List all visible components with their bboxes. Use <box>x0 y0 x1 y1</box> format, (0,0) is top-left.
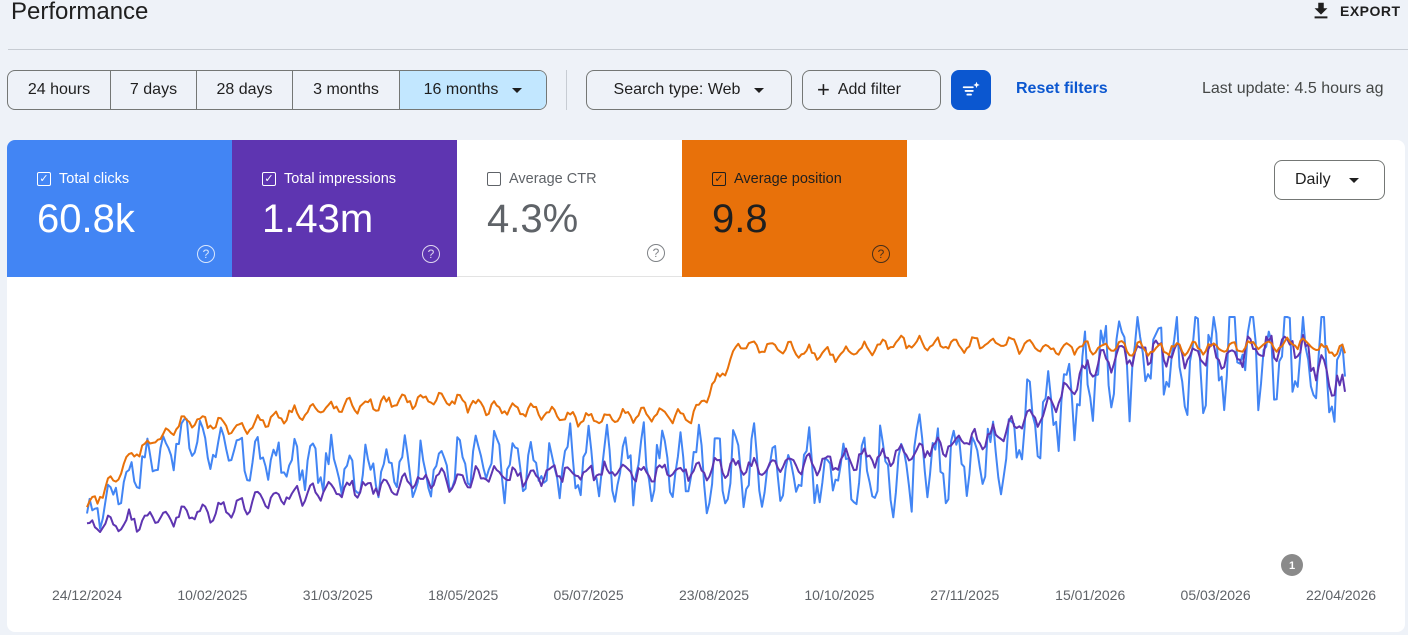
download-icon <box>1314 2 1328 19</box>
reset-filters-link[interactable]: Reset filters <box>1016 80 1108 97</box>
caret-down-icon <box>754 87 765 93</box>
plus-icon: + <box>817 77 830 102</box>
x-tick-label: 10/10/2025 <box>804 587 874 603</box>
checkbox-checked-icon[interactable]: ✓ <box>712 172 726 186</box>
last-update-text: Last update: 4.5 hours ag <box>1202 80 1384 97</box>
series-line-total-impressions <box>86 334 1346 533</box>
x-tick-label: 15/01/2026 <box>1055 587 1125 603</box>
add-filter-button[interactable]: + Add filter <box>802 70 941 110</box>
filter-ai-button[interactable] <box>951 70 991 110</box>
search-type-dropdown[interactable]: Search type: Web <box>586 70 792 110</box>
x-tick-label: 10/02/2025 <box>177 587 247 603</box>
annotation-label: 1 <box>1289 560 1295 572</box>
x-tick-label: 27/11/2025 <box>930 587 999 603</box>
toolbar-separator <box>566 70 567 110</box>
metric-value: 60.8k <box>37 197 135 241</box>
page-title: Performance <box>11 0 149 25</box>
metric-average-position[interactable]: ✓ Average position 9.8 ? <box>682 140 907 277</box>
range-28-days[interactable]: 28 days <box>197 71 293 109</box>
date-range-group: 24 hours 7 days 28 days 3 months 16 mont… <box>7 70 547 110</box>
metric-value: 4.3% <box>487 197 579 241</box>
range-7-days[interactable]: 7 days <box>111 71 197 109</box>
x-tick-label: 05/07/2025 <box>554 587 624 603</box>
metric-total-clicks[interactable]: ✓ Total clicks 60.8k ? <box>7 140 232 277</box>
export-button[interactable]: EXPORT <box>1310 0 1401 22</box>
help-icon[interactable]: ? <box>422 245 440 263</box>
annotation-marker[interactable] <box>1281 554 1303 576</box>
metric-value: 9.8 <box>712 197 768 241</box>
granularity-dropdown[interactable]: Daily <box>1274 160 1385 200</box>
x-tick-label: 23/08/2025 <box>679 587 749 603</box>
x-tick-label: 31/03/2025 <box>303 587 373 603</box>
checkbox-unchecked-icon[interactable] <box>487 172 501 186</box>
x-tick-label: 22/04/2026 <box>1306 587 1376 603</box>
checkbox-checked-icon[interactable]: ✓ <box>262 172 276 186</box>
metric-average-ctr[interactable]: Average CTR 4.3% ? <box>457 140 682 277</box>
help-icon[interactable]: ? <box>872 245 890 263</box>
series-line-total-clicks <box>86 316 1346 530</box>
export-label: EXPORT <box>1340 3 1401 19</box>
series-line-average-position <box>86 334 1346 508</box>
x-tick-label: 05/03/2026 <box>1181 587 1251 603</box>
help-icon[interactable]: ? <box>197 245 215 263</box>
performance-card: ✓ Total clicks 60.8k ? ✓ Total impressions… <box>7 140 1405 632</box>
metric-total-impressions[interactable]: ✓ Total impressions 1.43m ? <box>232 140 457 277</box>
range-24-hours[interactable]: 24 hours <box>8 71 111 109</box>
x-tick-label: 18/05/2025 <box>428 587 498 603</box>
header-divider <box>8 49 1408 50</box>
filter-sparkle-icon <box>962 81 980 96</box>
caret-down-icon <box>512 87 523 93</box>
range-3-months[interactable]: 3 months <box>293 71 400 109</box>
caret-down-icon <box>1348 177 1359 183</box>
range-16-months[interactable]: 16 months <box>400 71 546 109</box>
checkbox-checked-icon[interactable]: ✓ <box>37 172 51 186</box>
metric-value: 1.43m <box>262 197 374 241</box>
help-icon[interactable]: ? <box>647 244 665 262</box>
x-tick-label: 24/12/2024 <box>52 587 122 603</box>
performance-chart: 24/12/2024 10/02/2025 31/03/2025 18/05/2025… <box>52 316 1376 603</box>
